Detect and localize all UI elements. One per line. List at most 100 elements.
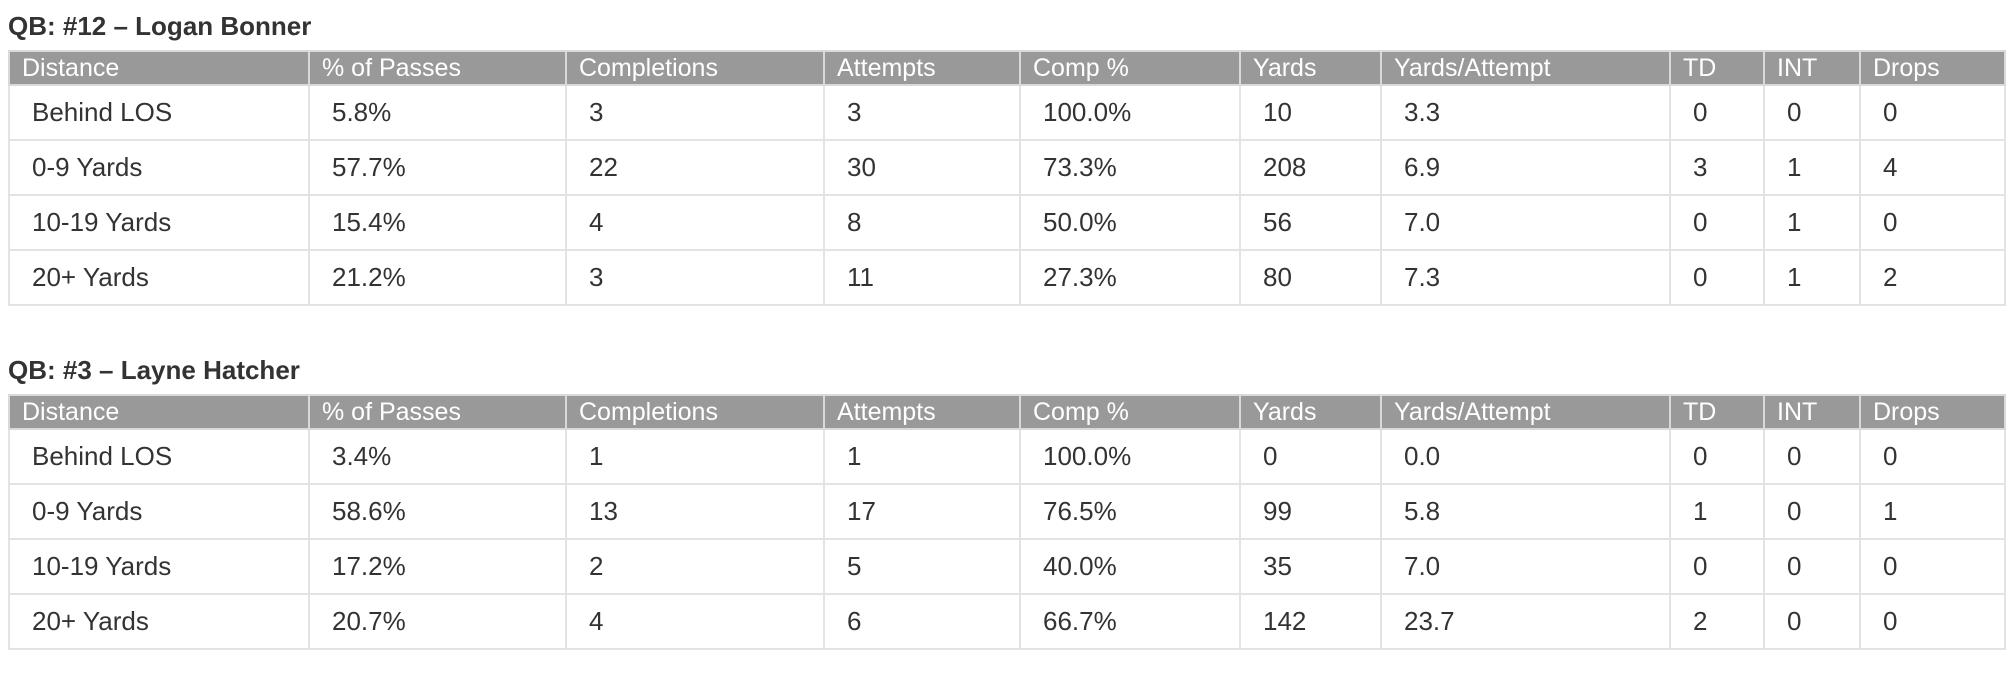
column-header-comp-pct: Comp % <box>1019 50 1241 86</box>
cell-comp-pct: 76.5% <box>1019 483 1241 540</box>
column-header-yards-per-attempt: Yards/Attempt <box>1380 394 1671 430</box>
cell-completions: 13 <box>565 483 825 540</box>
cell-yards: 35 <box>1239 538 1382 595</box>
column-header-attempts: Attempts <box>823 394 1021 430</box>
passing-distance-table: Distance % of Passes Completions Attempt… <box>8 394 2006 650</box>
cell-attempts: 1 <box>823 428 1021 485</box>
table-row: 20+ Yards 20.7% 4 6 66.7% 142 23.7 2 0 0 <box>8 593 2006 650</box>
cell-distance: Behind LOS <box>8 428 310 485</box>
cell-td: 0 <box>1669 84 1765 141</box>
cell-yards: 0 <box>1239 428 1382 485</box>
qb-section-logan-bonner: QB: #12 – Logan Bonner Distance % of Pas… <box>8 10 2006 306</box>
cell-attempts: 17 <box>823 483 1021 540</box>
column-header-pct-passes: % of Passes <box>308 394 567 430</box>
cell-yards-per-attempt: 7.0 <box>1380 538 1671 595</box>
cell-pct-passes: 21.2% <box>308 249 567 306</box>
cell-int: 0 <box>1763 593 1861 650</box>
table-row: Behind LOS 3.4% 1 1 100.0% 0 0.0 0 0 0 <box>8 428 2006 485</box>
cell-yards: 99 <box>1239 483 1382 540</box>
qb-section-layne-hatcher: QB: #3 – Layne Hatcher Distance % of Pas… <box>8 354 2006 650</box>
column-header-int: INT <box>1763 394 1861 430</box>
cell-td: 0 <box>1669 194 1765 251</box>
cell-int: 1 <box>1763 139 1861 196</box>
cell-attempts: 11 <box>823 249 1021 306</box>
cell-pct-passes: 5.8% <box>308 84 567 141</box>
passing-distance-table: Distance % of Passes Completions Attempt… <box>8 50 2006 306</box>
column-header-drops: Drops <box>1859 50 2006 86</box>
cell-completions: 4 <box>565 593 825 650</box>
cell-attempts: 8 <box>823 194 1021 251</box>
column-header-completions: Completions <box>565 50 825 86</box>
cell-drops: 2 <box>1859 249 2006 306</box>
cell-pct-passes: 17.2% <box>308 538 567 595</box>
cell-drops: 0 <box>1859 428 2006 485</box>
column-header-drops: Drops <box>1859 394 2006 430</box>
cell-attempts: 5 <box>823 538 1021 595</box>
cell-yards: 80 <box>1239 249 1382 306</box>
cell-distance: 0-9 Yards <box>8 483 310 540</box>
cell-drops: 0 <box>1859 84 2006 141</box>
cell-attempts: 6 <box>823 593 1021 650</box>
table-row: 0-9 Yards 58.6% 13 17 76.5% 99 5.8 1 0 1 <box>8 483 2006 540</box>
cell-pct-passes: 57.7% <box>308 139 567 196</box>
cell-yards: 142 <box>1239 593 1382 650</box>
cell-yards-per-attempt: 7.0 <box>1380 194 1671 251</box>
cell-comp-pct: 40.0% <box>1019 538 1241 595</box>
column-header-yards: Yards <box>1239 394 1382 430</box>
cell-distance: Behind LOS <box>8 84 310 141</box>
cell-distance: 10-19 Yards <box>8 194 310 251</box>
column-header-distance: Distance <box>8 50 310 86</box>
column-header-td: TD <box>1669 394 1765 430</box>
cell-yards-per-attempt: 5.8 <box>1380 483 1671 540</box>
table-row: 20+ Yards 21.2% 3 11 27.3% 80 7.3 0 1 2 <box>8 249 2006 306</box>
cell-td: 0 <box>1669 538 1765 595</box>
cell-drops: 1 <box>1859 483 2006 540</box>
cell-int: 0 <box>1763 538 1861 595</box>
cell-pct-passes: 58.6% <box>308 483 567 540</box>
cell-pct-passes: 20.7% <box>308 593 567 650</box>
cell-pct-passes: 15.4% <box>308 194 567 251</box>
cell-yards: 56 <box>1239 194 1382 251</box>
cell-pct-passes: 3.4% <box>308 428 567 485</box>
cell-int: 0 <box>1763 428 1861 485</box>
cell-comp-pct: 27.3% <box>1019 249 1241 306</box>
cell-yards-per-attempt: 7.3 <box>1380 249 1671 306</box>
cell-yards: 208 <box>1239 139 1382 196</box>
cell-td: 0 <box>1669 249 1765 306</box>
cell-completions: 3 <box>565 249 825 306</box>
column-header-comp-pct: Comp % <box>1019 394 1241 430</box>
table-row: 0-9 Yards 57.7% 22 30 73.3% 208 6.9 3 1 … <box>8 139 2006 196</box>
cell-completions: 22 <box>565 139 825 196</box>
cell-drops: 0 <box>1859 194 2006 251</box>
cell-int: 0 <box>1763 483 1861 540</box>
cell-attempts: 3 <box>823 84 1021 141</box>
cell-distance: 20+ Yards <box>8 593 310 650</box>
cell-comp-pct: 73.3% <box>1019 139 1241 196</box>
cell-td: 0 <box>1669 428 1765 485</box>
cell-yards-per-attempt: 0.0 <box>1380 428 1671 485</box>
column-header-distance: Distance <box>8 394 310 430</box>
column-header-completions: Completions <box>565 394 825 430</box>
table-header-row: Distance % of Passes Completions Attempt… <box>8 50 2006 86</box>
cell-td: 1 <box>1669 483 1765 540</box>
cell-completions: 2 <box>565 538 825 595</box>
cell-yards: 10 <box>1239 84 1382 141</box>
cell-yards-per-attempt: 6.9 <box>1380 139 1671 196</box>
qb-title: QB: #12 – Logan Bonner <box>8 11 312 41</box>
cell-int: 1 <box>1763 194 1861 251</box>
cell-yards-per-attempt: 23.7 <box>1380 593 1671 650</box>
column-header-yards-per-attempt: Yards/Attempt <box>1380 50 1671 86</box>
table-header-row: Distance % of Passes Completions Attempt… <box>8 394 2006 430</box>
table-row: 10-19 Yards 17.2% 2 5 40.0% 35 7.0 0 0 0 <box>8 538 2006 595</box>
cell-int: 1 <box>1763 249 1861 306</box>
cell-comp-pct: 66.7% <box>1019 593 1241 650</box>
cell-int: 0 <box>1763 84 1861 141</box>
column-header-attempts: Attempts <box>823 50 1021 86</box>
cell-completions: 1 <box>565 428 825 485</box>
cell-completions: 3 <box>565 84 825 141</box>
cell-comp-pct: 100.0% <box>1019 84 1241 141</box>
cell-yards-per-attempt: 3.3 <box>1380 84 1671 141</box>
cell-td: 2 <box>1669 593 1765 650</box>
cell-comp-pct: 100.0% <box>1019 428 1241 485</box>
table-row: Behind LOS 5.8% 3 3 100.0% 10 3.3 0 0 0 <box>8 84 2006 141</box>
